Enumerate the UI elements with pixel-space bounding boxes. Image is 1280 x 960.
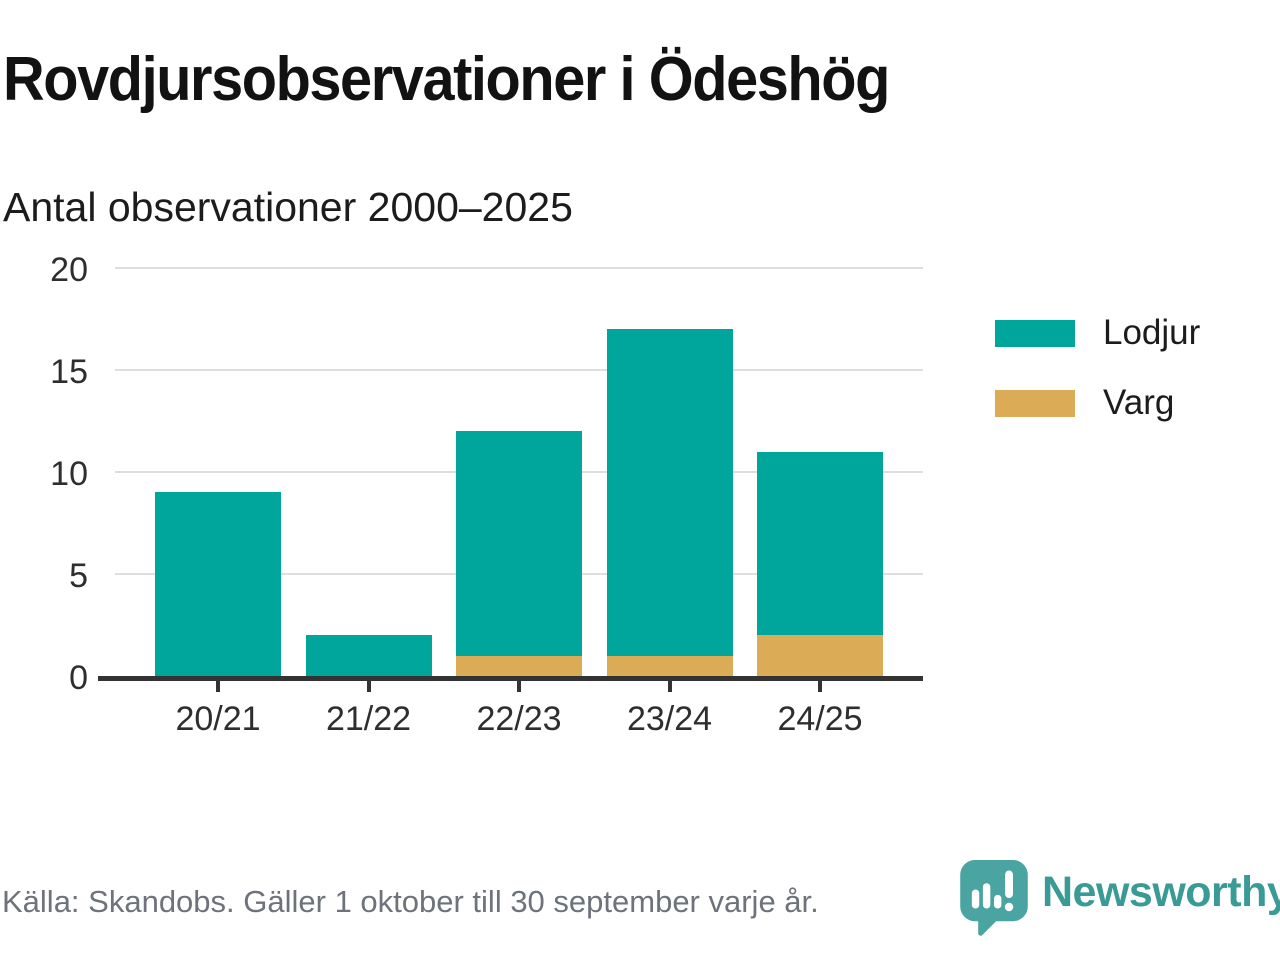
bar-segment-varg-23-24 [606, 655, 733, 676]
x-tick-23-24 [667, 681, 672, 692]
y-tick-label-20: 20 [50, 251, 88, 289]
newsworthy-logo-icon [960, 860, 1028, 936]
x-tick-label-22-23: 22/23 [476, 700, 562, 738]
gridline-20 [115, 267, 923, 269]
legend-label-varg: Varg [1103, 383, 1175, 422]
chart-title: Rovdjursobservationer i Ödeshög [3, 45, 890, 114]
bar-segment-lodjur-20-21 [155, 492, 281, 676]
brand-logo: Newsworthy [960, 860, 1280, 936]
x-tick-label-20-21: 20/21 [175, 700, 261, 738]
x-tick-21-22 [366, 681, 371, 692]
gridline-15 [115, 369, 923, 371]
y-tick-label-5: 5 [69, 557, 88, 595]
brand-name: Newsworthy [1042, 868, 1280, 916]
x-tick-label-21-22: 21/22 [325, 700, 412, 738]
x-tick-label-23-24: 23/24 [626, 700, 713, 738]
legend-swatch-varg [995, 389, 1075, 417]
bar-segment-lodjur-24-25 [757, 451, 883, 636]
y-tick-label-0: 0 [69, 659, 88, 697]
legend: Lodjur Varg [995, 313, 1200, 453]
bar-segment-lodjur-22-23 [456, 431, 582, 656]
x-tick-label-24-25: 24/25 [777, 700, 863, 738]
bar-segment-lodjur-21-22 [305, 635, 432, 676]
y-tick-label-15: 15 [50, 353, 88, 391]
bar-segment-varg-24-25 [757, 635, 883, 676]
x-tick-22-23 [517, 681, 521, 692]
legend-item-varg: Varg [995, 383, 1200, 423]
source-note: Källa: Skandobs. Gäller 1 oktober till 3… [2, 884, 819, 919]
bar-segment-lodjur-23-24 [606, 329, 733, 656]
y-tick-label-10: 10 [50, 455, 88, 493]
legend-swatch-lodjur [995, 319, 1075, 347]
x-axis-line [98, 676, 923, 681]
legend-label-lodjur: Lodjur [1103, 313, 1201, 352]
legend-item-lodjur: Lodjur [995, 313, 1200, 353]
x-tick-24-25 [818, 681, 822, 692]
chart-subtitle: Antal observationer 2000–2025 [3, 184, 573, 230]
bar-segment-varg-22-23 [456, 655, 582, 676]
x-tick-20-21 [216, 681, 220, 692]
